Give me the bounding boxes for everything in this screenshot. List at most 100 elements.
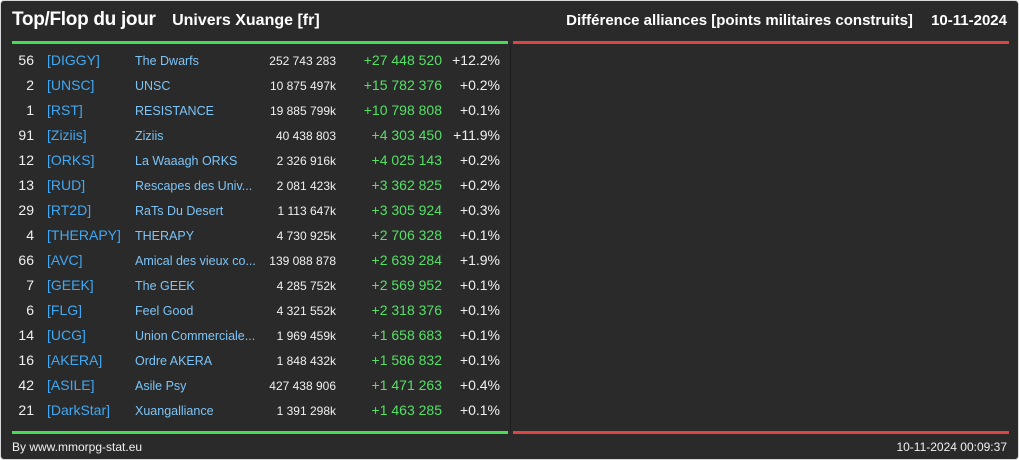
percent-change: +12.2%: [452, 52, 500, 68]
alliance-tag-link[interactable]: [ORKS]: [47, 152, 95, 168]
alliance-name-link[interactable]: RESISTANCE: [135, 104, 214, 118]
alliance-points: 40 438 803: [275, 129, 336, 143]
alliance-rank: 91: [18, 127, 34, 143]
alliance-points: 139 088 878: [269, 254, 336, 268]
header-left: Top/Flop du jour Univers Xuange [fr]: [12, 9, 320, 35]
percent-change: +0.1%: [459, 402, 500, 418]
percent-change: +0.1%: [459, 277, 500, 293]
points-difference: +4 025 143: [371, 152, 442, 168]
alliance-points: 1 969 459k: [276, 329, 336, 343]
table-row: 91 [Ziziis] Ziziis 40 438 803 +4 303 450 +11.…: [12, 123, 508, 148]
alliance-name-link[interactable]: The GEEK: [135, 279, 195, 293]
table-row: 66 [AVC] Amical des vieux co... 139 088 878…: [12, 248, 508, 273]
alliance-points: 427 438 906: [269, 379, 336, 393]
site-credit: By www.mmorpg-stat.eu: [12, 440, 143, 454]
alliance-tag-link[interactable]: [Ziziis]: [47, 127, 87, 143]
alliance-rank: 42: [18, 377, 34, 393]
alliance-rank: 1: [26, 102, 34, 118]
alliance-points: 1 391 298k: [276, 404, 336, 418]
alliance-name-link[interactable]: Feel Good: [135, 304, 194, 318]
panel-divider: [510, 44, 511, 431]
generated-timestamp: 10-11-2024 00:09:37: [896, 440, 1007, 454]
alliance-points: 4 285 752k: [276, 279, 336, 293]
points-difference: +2 639 284: [371, 252, 442, 268]
alliance-rank: 66: [18, 252, 34, 268]
table-row: 12 [ORKS] La Waaagh ORKS 2 326 916k +4 025 1…: [12, 148, 508, 173]
percent-change: +11.9%: [453, 127, 500, 143]
alliance-name-link[interactable]: Ordre AKERA: [135, 354, 213, 368]
alliance-name-link[interactable]: La Waaagh ORKS: [135, 154, 238, 168]
alliance-rank: 12: [18, 152, 34, 168]
alliance-name-link[interactable]: THERAPY: [135, 229, 195, 243]
points-difference: +4 303 450: [371, 127, 442, 143]
alliance-tag-link[interactable]: [RUD]: [47, 177, 86, 193]
percent-change: +0.1%: [459, 227, 500, 243]
points-difference: +15 782 376: [363, 77, 442, 93]
alliance-tag-link[interactable]: [RST]: [47, 102, 83, 118]
points-difference: +3 362 825: [371, 177, 442, 193]
alliance-tag-link[interactable]: [UCG]: [47, 327, 86, 343]
alliance-rank: 2: [26, 77, 34, 93]
points-difference: +2 706 328: [371, 227, 442, 243]
alliance-name-link[interactable]: Asile Psy: [135, 379, 187, 393]
alliance-rank: 16: [18, 352, 34, 368]
alliance-tag-link[interactable]: [ASILE]: [47, 377, 95, 393]
alliance-name-link[interactable]: Amical des vieux co...: [135, 254, 256, 268]
flop-accent-bar-bottom: [513, 431, 1009, 434]
alliance-name-link[interactable]: Rescapes des Univ...: [135, 179, 253, 193]
points-difference: +10 798 808: [363, 102, 442, 118]
alliance-name-link[interactable]: The Dwarfs: [135, 54, 199, 68]
alliance-points: 4 321 552k: [276, 304, 336, 318]
table-row: 2 [UNSC] UNSC 10 875 497k +15 782 376 +0.2%: [12, 73, 508, 98]
header-right: Différence alliances [points militaires …: [566, 12, 1007, 38]
points-difference: +1 586 832: [371, 352, 442, 368]
page-title: Top/Flop du jour: [12, 9, 156, 30]
alliance-tag-link[interactable]: [FLG]: [47, 302, 83, 318]
alliance-rank: 13: [18, 177, 34, 193]
alliance-name-link[interactable]: UNSC: [135, 79, 171, 93]
alliance-rank: 29: [18, 202, 34, 218]
alliance-tag-link[interactable]: [THERAPY]: [47, 227, 121, 243]
percent-change: +0.4%: [459, 377, 500, 393]
alliance-tag-link[interactable]: [RT2D]: [47, 202, 92, 218]
alliance-name-link[interactable]: Union Commerciale...: [135, 329, 256, 343]
alliance-rank: 7: [26, 277, 34, 293]
alliance-tag-link[interactable]: [AKERA]: [47, 352, 103, 368]
table-row: 16 [AKERA] Ordre AKERA 1 848 432k +1 586 832…: [12, 348, 508, 373]
table-row: 4 [THERAPY] THERAPY 4 730 925k +2 706 328 +0.…: [12, 223, 508, 248]
alliance-rank: 4: [26, 227, 34, 243]
percent-change: +0.2%: [459, 152, 500, 168]
alliance-tag-link[interactable]: [GEEK]: [47, 277, 94, 293]
points-difference: +2 569 952: [371, 277, 442, 293]
alliance-name-link[interactable]: Xuangalliance: [135, 404, 214, 418]
alliance-points: 2 326 916k: [276, 154, 336, 168]
alliance-tag-link[interactable]: [DIGGY]: [47, 52, 100, 68]
alliance-rank: 14: [18, 327, 34, 343]
table-row: 21 [DarkStar] Xuangalliance 1 391 298k +1 46…: [12, 398, 508, 423]
alliance-tag-link[interactable]: [UNSC]: [47, 77, 95, 93]
alliance-points: 10 875 497k: [269, 79, 336, 93]
points-difference: +27 448 520: [363, 52, 442, 68]
ranking-subtitle: Différence alliances [points militaires …: [566, 12, 913, 29]
table-row: 13 [RUD] Rescapes des Univ... 2 081 423k +3 …: [12, 173, 508, 198]
alliance-rank: 21: [18, 402, 34, 418]
percent-change: +0.2%: [459, 177, 500, 193]
points-difference: +1 658 683: [371, 327, 442, 343]
table-row: 56 [DIGGY] The Dwarfs 252 743 283 +27 448 52…: [12, 48, 508, 73]
top-accent-bar: [12, 41, 508, 44]
percent-change: +0.1%: [459, 352, 500, 368]
points-difference: +3 305 924: [371, 202, 442, 218]
alliance-name-link[interactable]: Ziziis: [135, 129, 164, 143]
percent-change: +0.1%: [459, 327, 500, 343]
percent-change: +0.1%: [459, 302, 500, 318]
universe-label: Univers Xuange [fr]: [172, 12, 320, 29]
alliance-points: 4 730 925k: [276, 229, 336, 243]
alliance-tag-link[interactable]: [AVC]: [47, 252, 83, 268]
alliance-rank: 6: [26, 302, 34, 318]
alliance-points: 1 848 432k: [276, 354, 336, 368]
alliance-points: 19 885 799k: [269, 104, 336, 118]
top-gainers-panel: 56 [DIGGY] The Dwarfs 252 743 283 +27 448 52…: [12, 48, 508, 423]
alliance-tag-link[interactable]: [DarkStar]: [47, 402, 111, 418]
alliance-points: 2 081 423k: [276, 179, 336, 193]
alliance-name-link[interactable]: RaTs Du Desert: [135, 204, 224, 218]
